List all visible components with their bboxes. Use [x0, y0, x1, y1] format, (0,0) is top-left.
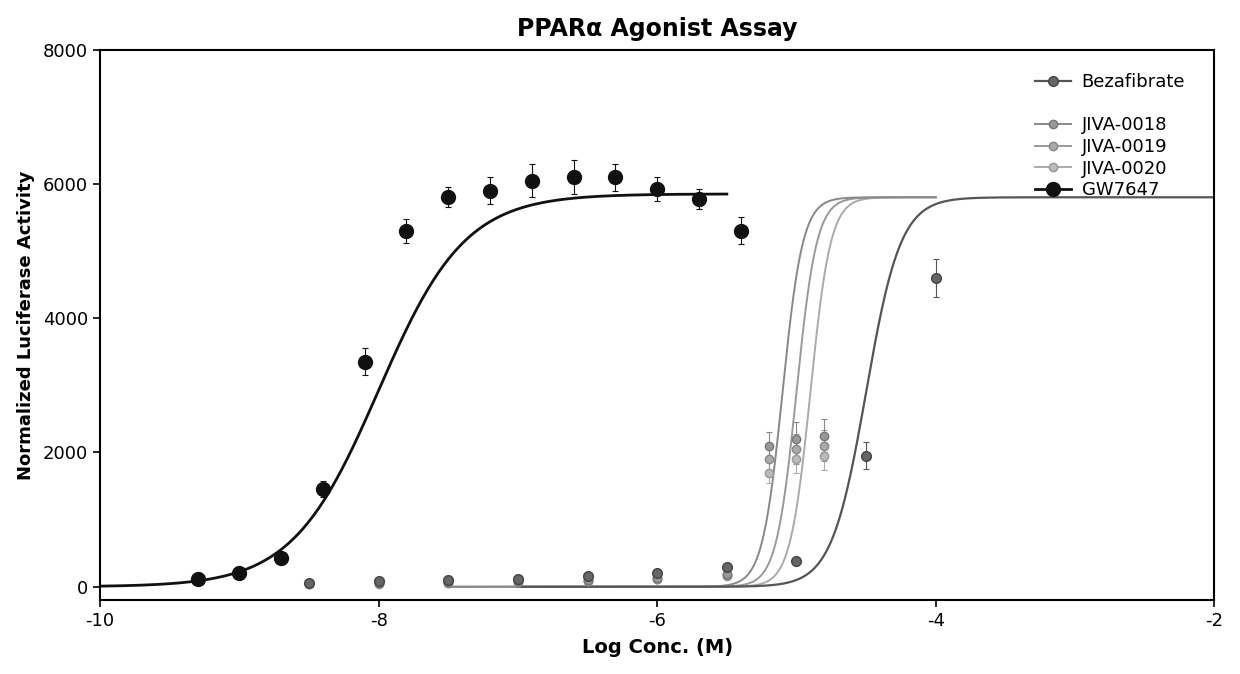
X-axis label: Log Conc. (M): Log Conc. (M) — [582, 638, 733, 657]
Legend: Bezafibrate, , JIVA-0018, JIVA-0019, JIVA-0020, GW7647: Bezafibrate, , JIVA-0018, JIVA-0019, JIV… — [1025, 64, 1194, 208]
Y-axis label: Normalized Luciferase Activity: Normalized Luciferase Activity — [16, 171, 35, 480]
Title: PPARα Agonist Assay: PPARα Agonist Assay — [517, 17, 797, 40]
